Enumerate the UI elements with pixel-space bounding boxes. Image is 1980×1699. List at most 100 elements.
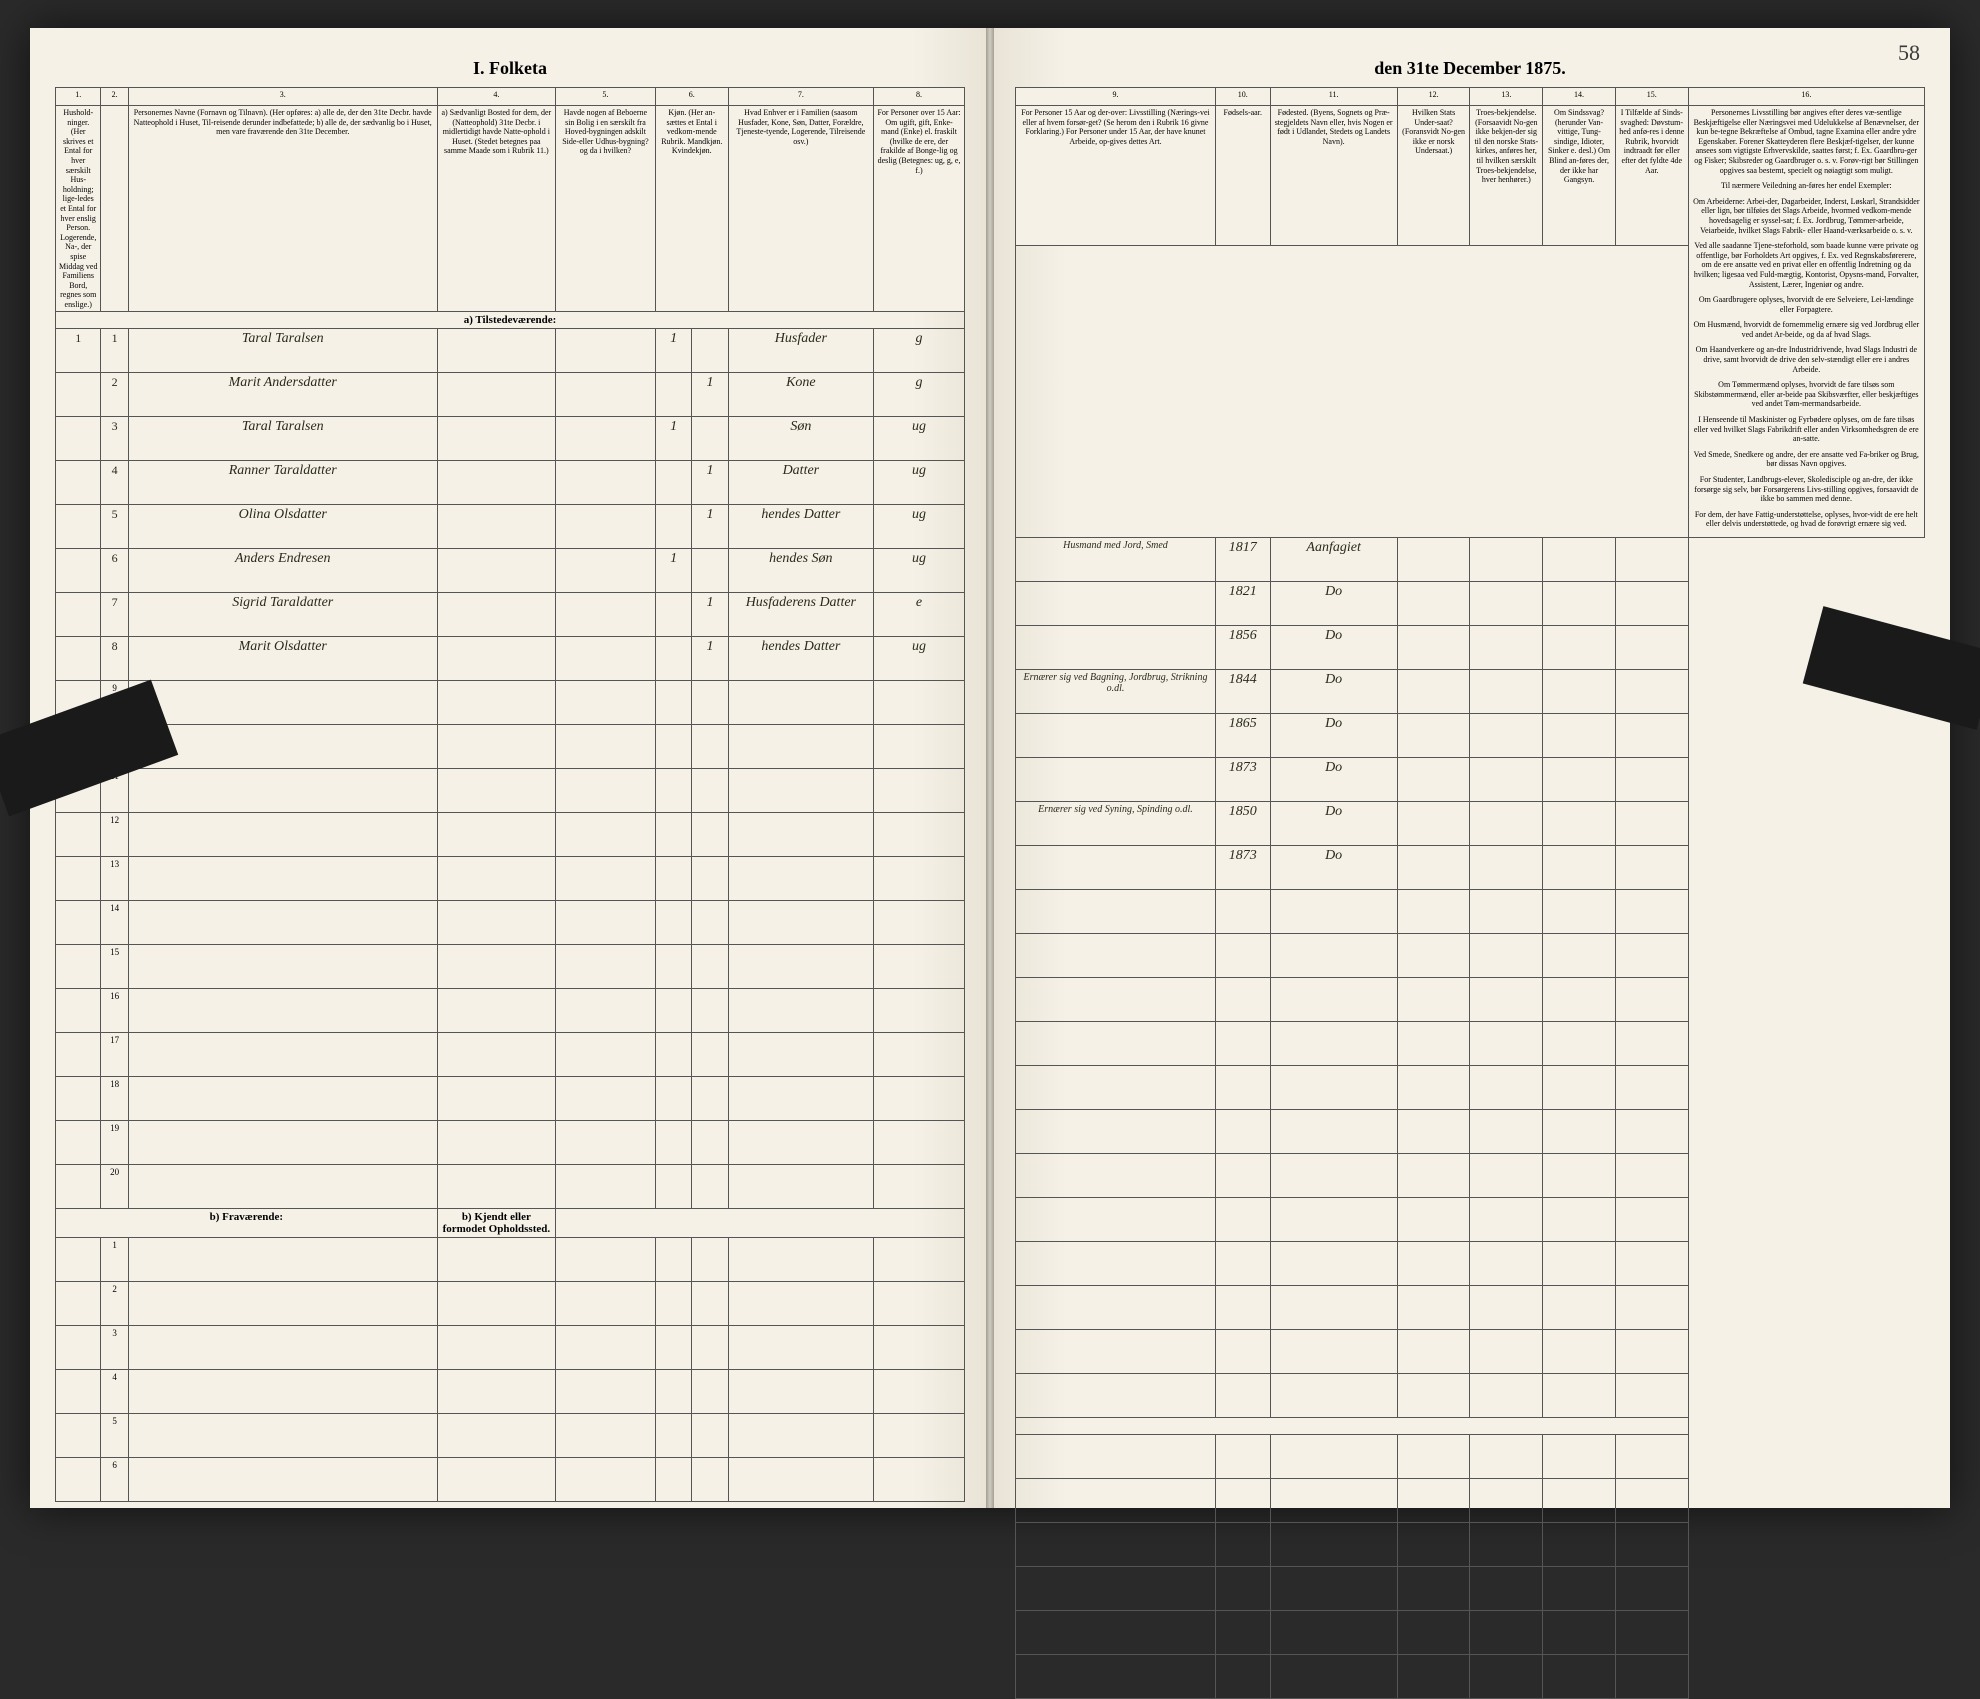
cell-c5 bbox=[555, 637, 655, 681]
rules-p7: Om Haandverkere og an-dre Industridriven… bbox=[1692, 345, 1921, 374]
census-table-right: 9. 10. 11. 12. 13. 14. 15. 16. For Perso… bbox=[1015, 87, 1925, 1699]
cell-c5 bbox=[555, 549, 655, 593]
col-5: 5. bbox=[555, 88, 655, 106]
table-row-empty bbox=[1016, 1478, 1925, 1522]
cell-c6m: 1 bbox=[655, 549, 691, 593]
table-row: 7Sigrid Taraldatter1Husfaderens Dattere bbox=[56, 593, 965, 637]
table-row: 8Marit Olsdatter1hendes Datterug bbox=[56, 637, 965, 681]
cell-c9 bbox=[1016, 625, 1216, 669]
cell-name: Anders Endresen bbox=[128, 549, 437, 593]
hdr-12: Hvilken Stats Under-saat? (Foransvidt No… bbox=[1397, 106, 1470, 246]
cell-c14 bbox=[1543, 537, 1616, 581]
table-row-empty: 2 bbox=[56, 1282, 965, 1326]
col-12: 12. bbox=[1397, 88, 1470, 106]
census-book: I. Folketa 1. 2. 3. 4. 5. 6. 7. 8. Husho… bbox=[30, 28, 1950, 1508]
cell-c6k bbox=[692, 549, 728, 593]
rules-p3: Om Arbeiderne: Arbei-der, Dagarbeider, I… bbox=[1692, 197, 1921, 235]
cell-c5 bbox=[555, 593, 655, 637]
table-row-empty: 14 bbox=[56, 901, 965, 945]
cell-person-num: 7 bbox=[101, 593, 128, 637]
cell-c13 bbox=[1470, 581, 1543, 625]
cell-c15 bbox=[1615, 713, 1688, 757]
book-spine bbox=[986, 28, 994, 1508]
table-row: 3Taral Taralsen1Sønug bbox=[56, 417, 965, 461]
table-row-empty bbox=[1016, 1021, 1925, 1065]
census-table-left: 1. 2. 3. 4. 5. 6. 7. 8. Hushold-ninger. … bbox=[55, 87, 965, 1502]
cell-c14 bbox=[1543, 713, 1616, 757]
cell-c12 bbox=[1397, 581, 1470, 625]
cell-name: Taral Taralsen bbox=[128, 329, 437, 373]
table-row-empty bbox=[1016, 933, 1925, 977]
cell-c8: ug bbox=[874, 461, 965, 505]
cell-c6k: 1 bbox=[692, 593, 728, 637]
hdr-1: Hushold-ninger. (Her skrives et Ental fo… bbox=[56, 106, 101, 312]
cell-c10: 1844 bbox=[1215, 669, 1270, 713]
cell-c6k: 1 bbox=[692, 373, 728, 417]
table-row-empty: 17 bbox=[56, 1033, 965, 1077]
cell-row-num: 19 bbox=[101, 1121, 128, 1165]
table-row: 6Anders Endresen1hendes Sønug bbox=[56, 549, 965, 593]
table-row-empty: 16 bbox=[56, 989, 965, 1033]
hdr-9: For Personer 15 Aar og der-over: Livssti… bbox=[1016, 106, 1216, 246]
title-right: den 31te December 1875. bbox=[1015, 58, 1925, 79]
cell-c9 bbox=[1016, 581, 1216, 625]
hdr-8: For Personer over 15 Aar: Om ugift, gift… bbox=[874, 106, 965, 312]
table-row-empty bbox=[1016, 1373, 1925, 1417]
cell-c11: Do bbox=[1270, 757, 1397, 801]
cell-row-num: 1 bbox=[101, 1238, 128, 1282]
cell-c12 bbox=[1397, 713, 1470, 757]
cell-person-num: 4 bbox=[101, 461, 128, 505]
cell-c10: 1850 bbox=[1215, 801, 1270, 845]
cell-c15 bbox=[1615, 537, 1688, 581]
table-row: 1873Do bbox=[1016, 845, 1925, 889]
cell-c8: ug bbox=[874, 549, 965, 593]
col-10: 10. bbox=[1215, 88, 1270, 106]
rules-p10: Ved Smede, Snedkere og andre, der ere an… bbox=[1692, 450, 1921, 469]
table-row-empty: 6 bbox=[56, 1458, 965, 1502]
cell-c6m: 1 bbox=[655, 417, 691, 461]
cell-c11: Do bbox=[1270, 801, 1397, 845]
hdr-7: Hvad Enhver er i Familien (saasom Husfad… bbox=[728, 106, 873, 312]
table-row-empty: 5 bbox=[56, 1414, 965, 1458]
page-number: 58 bbox=[1898, 40, 1920, 66]
table-row: 1856Do bbox=[1016, 625, 1925, 669]
cell-c13 bbox=[1470, 625, 1543, 669]
hdr-4: a) Sædvanligt Bosted for dem, der (Natte… bbox=[437, 106, 555, 312]
cell-c4 bbox=[437, 461, 555, 505]
cell-person-num: 8 bbox=[101, 637, 128, 681]
section-b-blank-right bbox=[1016, 1417, 1689, 1434]
cell-c13 bbox=[1470, 801, 1543, 845]
cell-c8: ug bbox=[874, 505, 965, 549]
hdr-11: Fødested. (Byens, Sognets og Præ-stegjel… bbox=[1270, 106, 1397, 246]
cell-c13 bbox=[1470, 845, 1543, 889]
col-11: 11. bbox=[1270, 88, 1397, 106]
cell-c4 bbox=[437, 373, 555, 417]
cell-c6k: 1 bbox=[692, 505, 728, 549]
cell-c12 bbox=[1397, 801, 1470, 845]
table-row: 1873Do bbox=[1016, 757, 1925, 801]
cell-c15 bbox=[1615, 801, 1688, 845]
rules-p2: Til nærmere Veiledning an-føres her ende… bbox=[1692, 181, 1921, 191]
cell-c6m bbox=[655, 637, 691, 681]
table-row: 2Marit Andersdatter1Koneg bbox=[56, 373, 965, 417]
table-row-empty bbox=[1016, 1329, 1925, 1373]
cell-household bbox=[56, 373, 101, 417]
cell-c8: ug bbox=[874, 417, 965, 461]
table-row-empty: 12 bbox=[56, 813, 965, 857]
rules-p11: For Studenter, Landbrugs-elever, Skoledi… bbox=[1692, 475, 1921, 504]
cell-c11: Do bbox=[1270, 669, 1397, 713]
col-15: 15. bbox=[1615, 88, 1688, 106]
cell-c13 bbox=[1470, 757, 1543, 801]
cell-row-num: 2 bbox=[101, 1282, 128, 1326]
hdr-10: Fødsels-aar. bbox=[1215, 106, 1270, 246]
table-row-empty bbox=[1016, 889, 1925, 933]
table-row-empty bbox=[1016, 1566, 1925, 1610]
cell-c7: hendes Datter bbox=[728, 505, 873, 549]
cell-person-num: 1 bbox=[101, 329, 128, 373]
cell-c6m bbox=[655, 461, 691, 505]
col-1: 1. bbox=[56, 88, 101, 106]
cell-c6m bbox=[655, 505, 691, 549]
cell-name: Sigrid Taraldatter bbox=[128, 593, 437, 637]
hdr-13: Troes-bekjendelse. (Forsaavidt No-gen ik… bbox=[1470, 106, 1543, 246]
cell-c7: Husfader bbox=[728, 329, 873, 373]
